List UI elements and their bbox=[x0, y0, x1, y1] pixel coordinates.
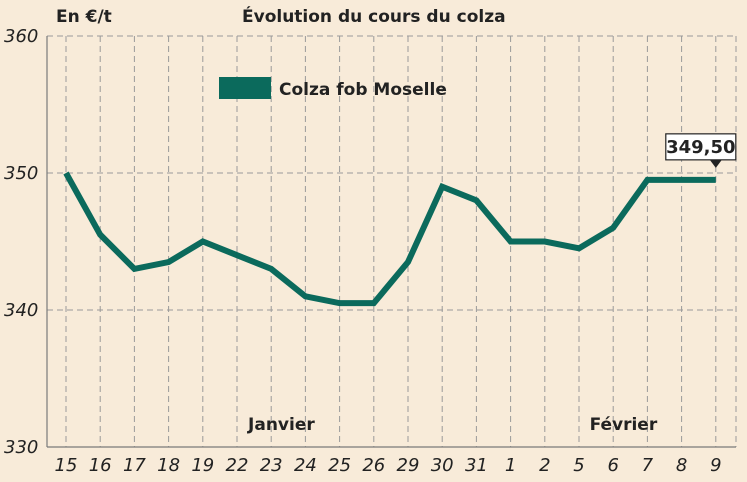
legend: Colza fob Moselle bbox=[219, 77, 447, 100]
x-tick-label: 2 bbox=[539, 455, 550, 476]
x-tick-label: 5 bbox=[573, 455, 584, 476]
x-tick-label: 23 bbox=[260, 455, 283, 476]
x-tick-label: 29 bbox=[397, 455, 420, 476]
x-tick-label: 7 bbox=[642, 455, 654, 476]
callout-box bbox=[665, 133, 737, 161]
x-tick-labels: 15 16 17 18 19 22 23 24 25 26 29 30 31 1 2 5 6 7 8 9 bbox=[55, 455, 722, 476]
x-tick-label: 16 bbox=[89, 455, 112, 476]
x-tick-label: 17 bbox=[123, 455, 146, 476]
legend-label: Colza fob Moselle bbox=[279, 80, 447, 100]
x-tick-label: 19 bbox=[191, 455, 214, 476]
month-label: Janvier bbox=[247, 415, 315, 435]
y-tick-label: 330 bbox=[4, 437, 38, 458]
x-tick-label: 18 bbox=[157, 455, 180, 476]
x-tick-label: 15 bbox=[55, 455, 78, 476]
x-tick-label: 9 bbox=[710, 455, 721, 476]
legend-swatch bbox=[219, 77, 271, 99]
y-tick-labels: 330 340 350 360 bbox=[4, 26, 38, 458]
x-tick-label: 22 bbox=[226, 455, 249, 476]
y-tick-label: 360 bbox=[4, 26, 38, 47]
x-tick-label: 30 bbox=[431, 455, 454, 476]
x-tick-label: 26 bbox=[362, 455, 385, 476]
chart-title: Évolution du cours du colza bbox=[242, 5, 506, 27]
callout-pointer bbox=[709, 159, 722, 168]
callout-label: 349,50 bbox=[666, 137, 735, 158]
x-tick-label: 31 bbox=[465, 455, 488, 476]
unit-label: En €/t bbox=[56, 7, 112, 27]
value-callout: 349,50 bbox=[665, 133, 737, 168]
grid bbox=[47, 35, 737, 447]
month-labels: Janvier Février bbox=[247, 415, 658, 435]
y-tick-label: 350 bbox=[4, 163, 38, 184]
month-label: Février bbox=[590, 415, 658, 435]
series-layer bbox=[63, 171, 716, 307]
x-tick-label: 24 bbox=[294, 455, 317, 476]
x-tick-label: 25 bbox=[328, 455, 351, 476]
axes bbox=[46, 36, 736, 448]
x-tick-label: 6 bbox=[607, 455, 618, 476]
y-tick-label: 340 bbox=[4, 300, 38, 321]
x-tick-label: 1 bbox=[505, 455, 516, 476]
x-tick-label: 8 bbox=[676, 455, 687, 476]
series-line bbox=[63, 171, 716, 307]
